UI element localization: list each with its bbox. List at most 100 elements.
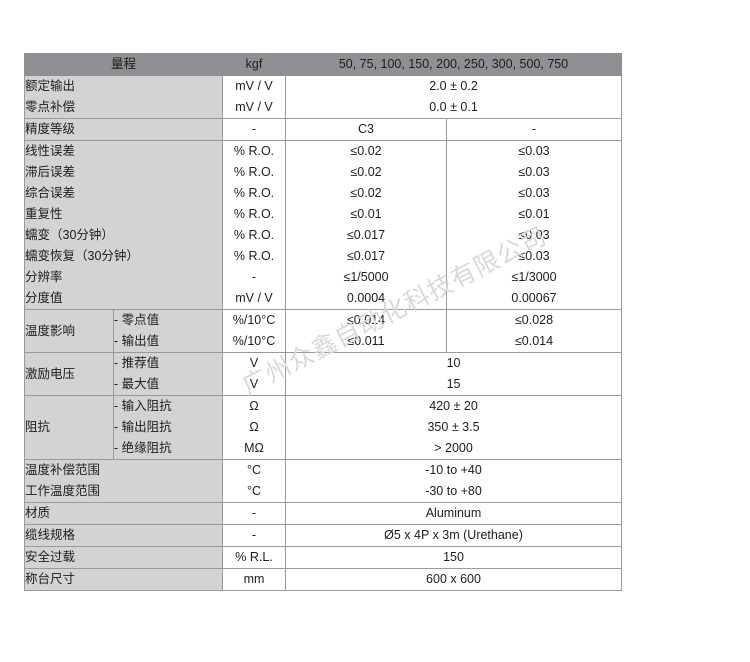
table-row: 阻抗 - 输入阻抗 Ω 420 ± 20 <box>24 395 623 460</box>
table-row: 称台尺寸 mm 600 x 600 <box>23 568 623 591</box>
row-unit: mV / V <box>222 97 287 119</box>
row-sublabel: - 输入阻抗 <box>112 395 224 417</box>
table-row: 线性误差% R.O. ≤0.02 ≤0.03 <box>23 140 623 162</box>
table-header: 量程 kgf 50, 75, 100, 150, 200, 250, 300, … <box>23 53 623 76</box>
row-unit: % R.O. <box>222 162 287 183</box>
row-label: 线性误差 <box>23 140 224 162</box>
row-sublabel: - 绝缘阻抗 <box>112 438 224 460</box>
row-value-primary: 0.0004 <box>285 288 448 310</box>
row-value: -10 to +40 <box>285 459 623 481</box>
row-label: 缆线规格 <box>23 524 224 547</box>
row-sublabel: - 最大值 <box>112 374 224 396</box>
table-row: 温度影响 - 零点值 %/10°C ≤0.014 ≤0.028 <box>24 309 623 353</box>
row-value: 2.0 ± 0.2 <box>285 75 623 97</box>
row-label: 分度值 <box>23 288 224 310</box>
table-row: 分辨率 - ≤1/5000 ≤1/3000 <box>23 267 623 288</box>
table-row: 工作温度范围 °C -30 to +80 <box>23 481 623 503</box>
row-unit: % R.O. <box>222 246 287 267</box>
row-value-secondary: ≤0.03 <box>446 183 623 204</box>
row-value-secondary: ≤1/3000 <box>446 267 623 288</box>
table-row: - 输出阻抗 Ω 350 ± 3.5 <box>25 417 623 438</box>
row-value-secondary: ≤0.01 <box>446 204 623 225</box>
table-row: 综合误差% R.O. ≤0.02 ≤0.03 <box>23 183 623 204</box>
row-unit: mV / V <box>222 288 287 310</box>
row-label: 称台尺寸 <box>23 568 224 591</box>
header-row: 量程 kgf 50, 75, 100, 150, 200, 250, 300, … <box>23 53 623 76</box>
table-row: 零点补偿 mV / V 0.0 ± 0.1 <box>23 97 623 119</box>
row-unit: V <box>222 374 287 396</box>
row-unit: %/10°C <box>222 309 287 331</box>
table-row: 安全过载% R.L. 150 <box>23 546 623 569</box>
row-value: > 2000 <box>285 438 623 460</box>
row-value: Aluminum <box>285 502 623 525</box>
row-label: 材质 <box>23 502 224 525</box>
row-value-secondary: - <box>446 118 623 141</box>
row-value-secondary: ≤0.014 <box>446 331 623 353</box>
table-row: 缆线规格 - Ø5 x 4P x 3m (Urethane) <box>23 524 623 547</box>
table-row: - 输出值 %/10°C ≤0.011 ≤0.014 <box>25 331 623 353</box>
row-label: 额定输出 <box>23 75 224 97</box>
table-row: - 绝缘阻抗 MΩ > 2000 <box>25 438 623 460</box>
row-unit: mV / V <box>222 75 287 97</box>
row-sublabel: - 输出阻抗 <box>112 417 224 438</box>
row-value: 0.0 ± 0.1 <box>285 97 623 119</box>
row-label: 蠕变（30分钟） <box>23 225 224 246</box>
row-value-secondary: 0.00067 <box>446 288 623 310</box>
row-unit: % R.O. <box>222 225 287 246</box>
row-unit: %/10°C <box>222 331 287 353</box>
row-value: 150 <box>285 546 623 569</box>
row-value-primary: C3 <box>285 118 448 141</box>
table-row: 额定输出 mV / V 2.0 ± 0.2 <box>23 75 623 97</box>
row-label: 安全过载 <box>23 546 224 569</box>
row-sublabel: - 零点值 <box>112 309 224 331</box>
row-value-primary: ≤1/5000 <box>285 267 448 288</box>
row-unit: Ω <box>222 417 287 438</box>
header-cell-capacities: 50, 75, 100, 150, 200, 250, 300, 500, 75… <box>285 53 623 76</box>
row-unit: % R.O. <box>222 183 287 204</box>
header-cell-unit: kgf <box>222 53 287 76</box>
table-row: 蠕变（30分钟）% R.O. ≤0.017 ≤0.03 <box>23 225 623 246</box>
row-value: 350 ± 3.5 <box>285 417 623 438</box>
row-label: 工作温度范围 <box>23 481 224 503</box>
row-unit: Ω <box>222 395 287 417</box>
row-value-primary: ≤0.02 <box>285 140 448 162</box>
row-unit: V <box>222 352 287 374</box>
row-unit: - <box>222 524 287 547</box>
row-label: 激励电压 <box>24 352 114 396</box>
row-unit: - <box>222 502 287 525</box>
row-unit: % R.O. <box>222 140 287 162</box>
row-value: 600 x 600 <box>285 568 623 591</box>
specification-table: 量程 kgf 50, 75, 100, 150, 200, 250, 300, … <box>23 53 623 591</box>
row-value: -30 to +80 <box>285 481 623 503</box>
header-cell-range: 量程 <box>23 53 224 76</box>
table-row: 精度等级 - C3- <box>23 118 623 141</box>
row-label: 重复性 <box>23 204 224 225</box>
row-label: 蠕变恢复（30分钟） <box>23 246 224 267</box>
table-row: 温度补偿范围 °C -10 to +40 <box>23 459 623 481</box>
row-unit: °C <box>222 481 287 503</box>
row-unit: - <box>222 118 287 141</box>
row-unit: MΩ <box>222 438 287 460</box>
row-value-primary: ≤0.011 <box>285 331 448 353</box>
row-unit: % R.O. <box>222 204 287 225</box>
table-body: 额定输出 mV / V 2.0 ± 0.2 零点补偿 mV / V 0.0 ± 0.1 精度… <box>23 75 623 591</box>
row-value: 10 <box>285 352 623 374</box>
row-label: 精度等级 <box>23 118 224 141</box>
table-row: 重复性% R.O. ≤0.01 ≤0.01 <box>23 204 623 225</box>
table-row: 滞后误差% R.O. ≤0.02 ≤0.03 <box>23 162 623 183</box>
row-label: 温度补偿范围 <box>23 459 224 481</box>
row-label: 阻抗 <box>24 395 114 460</box>
table-row: 材质 - Aluminum <box>23 502 623 525</box>
row-unit: mm <box>222 568 287 591</box>
row-label: 零点补偿 <box>23 97 224 119</box>
table-row: - 最大值 V 15 <box>25 374 623 396</box>
row-value-primary: ≤0.017 <box>285 225 448 246</box>
row-value-primary: ≤0.01 <box>285 204 448 225</box>
row-value-primary: ≤0.017 <box>285 246 448 267</box>
row-value-secondary: ≤0.03 <box>446 162 623 183</box>
table-row: 激励电压 - 推荐值 V 10 <box>24 352 623 396</box>
row-value-secondary: ≤0.03 <box>446 246 623 267</box>
row-value-primary: ≤0.02 <box>285 183 448 204</box>
row-unit: % R.L. <box>222 546 287 569</box>
row-label: 分辨率 <box>23 267 224 288</box>
